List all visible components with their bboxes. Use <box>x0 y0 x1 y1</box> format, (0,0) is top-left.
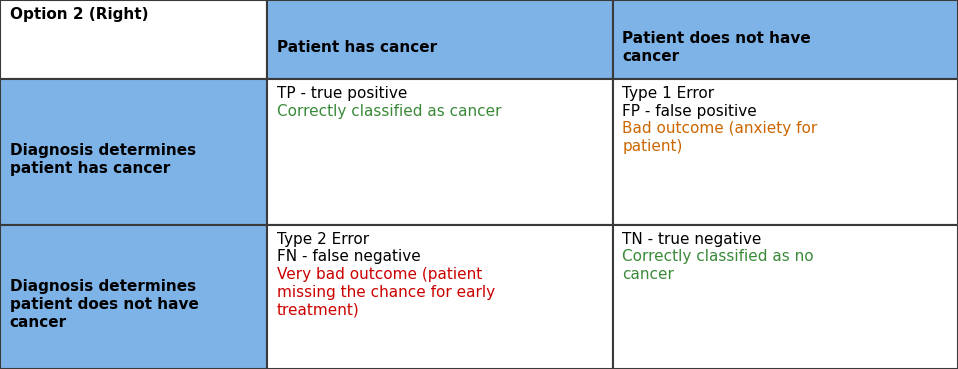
Text: TN - true negative: TN - true negative <box>623 232 762 247</box>
Text: Correctly classified as no: Correctly classified as no <box>623 249 814 265</box>
Text: Bad outcome (anxiety for: Bad outcome (anxiety for <box>623 121 817 137</box>
Text: treatment): treatment) <box>277 303 360 318</box>
Text: cancer: cancer <box>623 48 679 63</box>
Bar <box>613 225 958 369</box>
Text: TP - true positive: TP - true positive <box>277 86 407 101</box>
Text: Type 2 Error: Type 2 Error <box>277 232 369 247</box>
Text: FP - false positive: FP - false positive <box>623 104 757 119</box>
Text: patient): patient) <box>623 139 683 154</box>
Text: Patient does not have: Patient does not have <box>623 31 811 46</box>
Text: cancer: cancer <box>623 267 674 282</box>
Text: Diagnosis determines: Diagnosis determines <box>10 143 195 158</box>
Text: missing the chance for early: missing the chance for early <box>277 285 495 300</box>
Text: Very bad outcome (patient: Very bad outcome (patient <box>277 267 482 282</box>
Bar <box>0 225 267 369</box>
Bar <box>267 225 613 369</box>
Bar <box>613 79 958 225</box>
Text: patient has cancer: patient has cancer <box>10 161 170 176</box>
Text: Diagnosis determines: Diagnosis determines <box>10 279 195 294</box>
Bar <box>267 0 613 79</box>
Bar <box>0 79 267 225</box>
Text: FN - false negative: FN - false negative <box>277 249 421 265</box>
Text: patient does not have: patient does not have <box>10 297 198 312</box>
Text: cancer: cancer <box>10 315 67 330</box>
Bar <box>267 79 613 225</box>
Bar <box>0 0 267 79</box>
Text: Patient has cancer: Patient has cancer <box>277 39 437 55</box>
Text: Correctly classified as cancer: Correctly classified as cancer <box>277 104 502 119</box>
Bar <box>613 0 958 79</box>
Text: Type 1 Error: Type 1 Error <box>623 86 715 101</box>
Text: Option 2 (Right): Option 2 (Right) <box>10 7 148 22</box>
